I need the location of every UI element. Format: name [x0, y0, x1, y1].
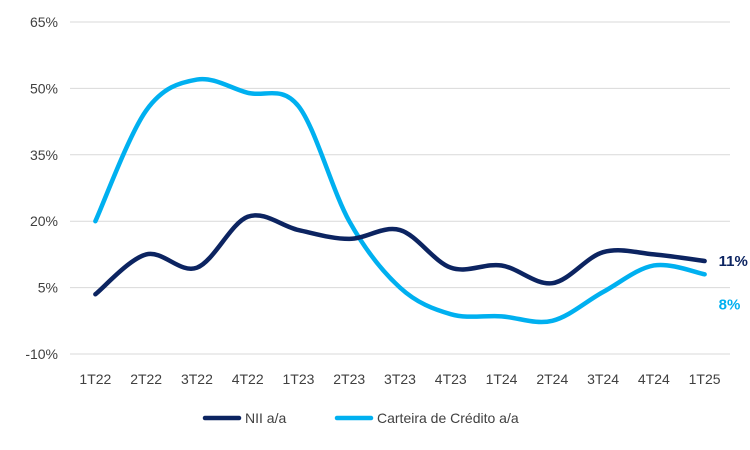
- y-tick-label: 50%: [30, 80, 58, 96]
- series-line-carteira: [93, 76, 707, 325]
- x-tick-label: 1T25: [689, 371, 721, 387]
- x-tick-label: 2T23: [333, 371, 365, 387]
- y-axis-ticks: -10% 5% 20% 35% 50% 65%: [25, 14, 58, 362]
- series-layer: [93, 76, 707, 325]
- y-tick-label: 20%: [30, 213, 58, 229]
- series-line-nii: [93, 213, 707, 297]
- x-tick-label: 1T22: [79, 371, 111, 387]
- end-labels: 8% 11%: [719, 253, 748, 313]
- legend-label: Carteira de Crédito a/a: [377, 410, 519, 426]
- x-tick-label: 4T22: [232, 371, 264, 387]
- x-tick-label: 4T23: [435, 371, 467, 387]
- y-tick-label: 5%: [38, 280, 58, 296]
- legend-label: NII a/a: [245, 410, 286, 426]
- y-tick-label: 35%: [30, 147, 58, 163]
- x-tick-label: 1T23: [283, 371, 315, 387]
- x-tick-label: 4T24: [638, 371, 670, 387]
- end-data-label: 8%: [719, 296, 741, 313]
- x-tick-label: 1T24: [486, 371, 518, 387]
- x-tick-label: 3T23: [384, 371, 416, 387]
- x-tick-label: 2T22: [130, 371, 162, 387]
- x-tick-label: 2T24: [536, 371, 568, 387]
- x-tick-label: 3T22: [181, 371, 213, 387]
- y-tick-label: -10%: [25, 346, 58, 362]
- x-tick-label: 3T24: [587, 371, 619, 387]
- x-axis-ticks: 1T22 2T22 3T22 4T22 1T23 2T23 3T23 4T23 1T24 2T24…: [79, 371, 720, 387]
- legend: NII a/a Carteira de Crédito a/a: [202, 410, 519, 426]
- y-tick-label: 65%: [30, 14, 58, 30]
- grid-layer: [70, 21, 730, 355]
- end-data-label: 11%: [719, 253, 748, 270]
